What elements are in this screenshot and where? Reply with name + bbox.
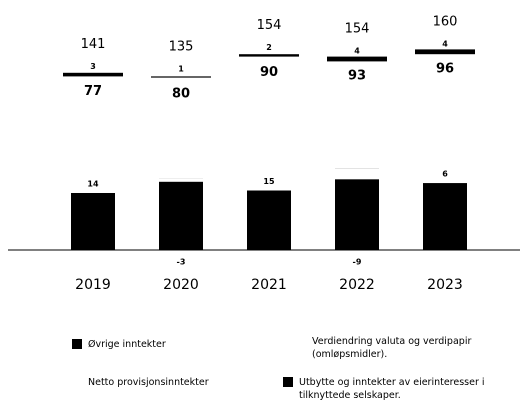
legend-item: Utbytte og inntekter av eierinteresser i… bbox=[283, 376, 508, 402]
bar-segment bbox=[71, 175, 115, 193]
bar-label: 54 bbox=[437, 194, 452, 208]
total-label: 154 bbox=[345, 22, 370, 37]
bar bbox=[71, 192, 115, 250]
bar bbox=[335, 168, 379, 250]
x-tick-label: 2021 bbox=[251, 277, 287, 293]
bar-segment bbox=[335, 168, 379, 180]
segment-label: 14 bbox=[87, 179, 99, 188]
segment-label: 77 bbox=[84, 84, 102, 99]
segment-label: 96 bbox=[436, 61, 454, 76]
bar bbox=[423, 183, 467, 250]
bar-segment bbox=[415, 49, 475, 55]
legend-swatch bbox=[72, 339, 82, 349]
bar-segment bbox=[63, 72, 123, 77]
bar-segment bbox=[151, 76, 211, 78]
segment-label: 4 bbox=[354, 47, 360, 56]
x-tick-label: 2023 bbox=[427, 277, 463, 293]
bar-label: 48 bbox=[261, 201, 276, 215]
bar-segment bbox=[247, 171, 291, 191]
x-tick-label: 2022 bbox=[339, 277, 375, 293]
segment-label: -9 bbox=[353, 258, 362, 267]
total-label: 135 bbox=[169, 40, 194, 55]
segment-label: 90 bbox=[260, 65, 278, 80]
bar bbox=[247, 190, 291, 250]
x-tick-label: 2020 bbox=[163, 277, 199, 293]
bar-label: 58 bbox=[173, 189, 188, 203]
legend-label: Netto provisjonsinntekter bbox=[88, 377, 209, 388]
bar-segment bbox=[327, 56, 387, 62]
total-label: 154 bbox=[257, 18, 282, 33]
segment-label: 15 bbox=[263, 177, 275, 186]
legend-label: Øvrige inntekter bbox=[88, 339, 166, 350]
segment-label: 4 bbox=[442, 39, 448, 48]
legend-swatch bbox=[283, 377, 293, 387]
legend-item: Øvrige inntekter bbox=[72, 338, 232, 351]
legend-label: Verdiendring valuta og verdipapir (omløp… bbox=[312, 336, 472, 360]
legend-item: Netto provisjonsinntekter bbox=[72, 376, 272, 389]
x-tick-label: 2019 bbox=[75, 277, 111, 293]
legend-swatch bbox=[72, 377, 82, 387]
bar-label: 66 bbox=[349, 179, 364, 193]
legend-item: Verdiendring valuta og verdipapir (omløp… bbox=[296, 335, 511, 361]
bar bbox=[159, 178, 203, 250]
segment-label: -3 bbox=[177, 258, 186, 267]
segment-label: 1 bbox=[178, 65, 184, 74]
segment-label: 2 bbox=[266, 43, 272, 52]
bar-label: 46 bbox=[85, 203, 100, 217]
bar-segment bbox=[423, 175, 467, 184]
total-label: 141 bbox=[81, 37, 106, 52]
segment-label: 80 bbox=[172, 87, 190, 102]
bar-segment bbox=[159, 178, 203, 182]
legend-swatch bbox=[296, 336, 306, 346]
segment-label: 93 bbox=[348, 69, 366, 84]
segment-label: 3 bbox=[90, 62, 96, 71]
total-label: 160 bbox=[433, 14, 458, 29]
legend-label: Utbytte og inntekter av eierinteresser i… bbox=[299, 377, 485, 401]
bar-segment bbox=[239, 54, 299, 57]
segment-label: 6 bbox=[442, 170, 448, 179]
